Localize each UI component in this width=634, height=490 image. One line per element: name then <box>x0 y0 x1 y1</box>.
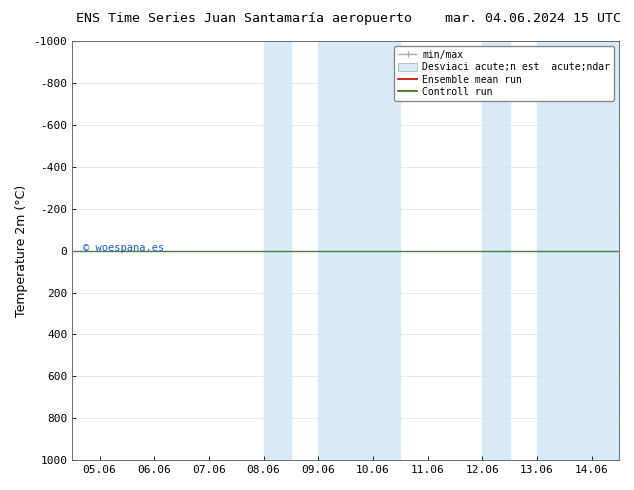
Bar <box>264 41 291 460</box>
Text: © woespana.es: © woespana.es <box>83 244 164 253</box>
Bar <box>537 41 619 460</box>
Y-axis label: Temperature 2m (°C): Temperature 2m (°C) <box>15 184 28 317</box>
Bar <box>318 41 400 460</box>
Bar <box>482 41 510 460</box>
Text: mar. 04.06.2024 15 UTC: mar. 04.06.2024 15 UTC <box>445 12 621 25</box>
Text: ENS Time Series Juan Santamaría aeropuerto: ENS Time Series Juan Santamaría aeropuer… <box>76 12 412 25</box>
Legend: min/max, Desviaci acute;n est  acute;ndar, Ensemble mean run, Controll run: min/max, Desviaci acute;n est acute;ndar… <box>394 46 614 101</box>
